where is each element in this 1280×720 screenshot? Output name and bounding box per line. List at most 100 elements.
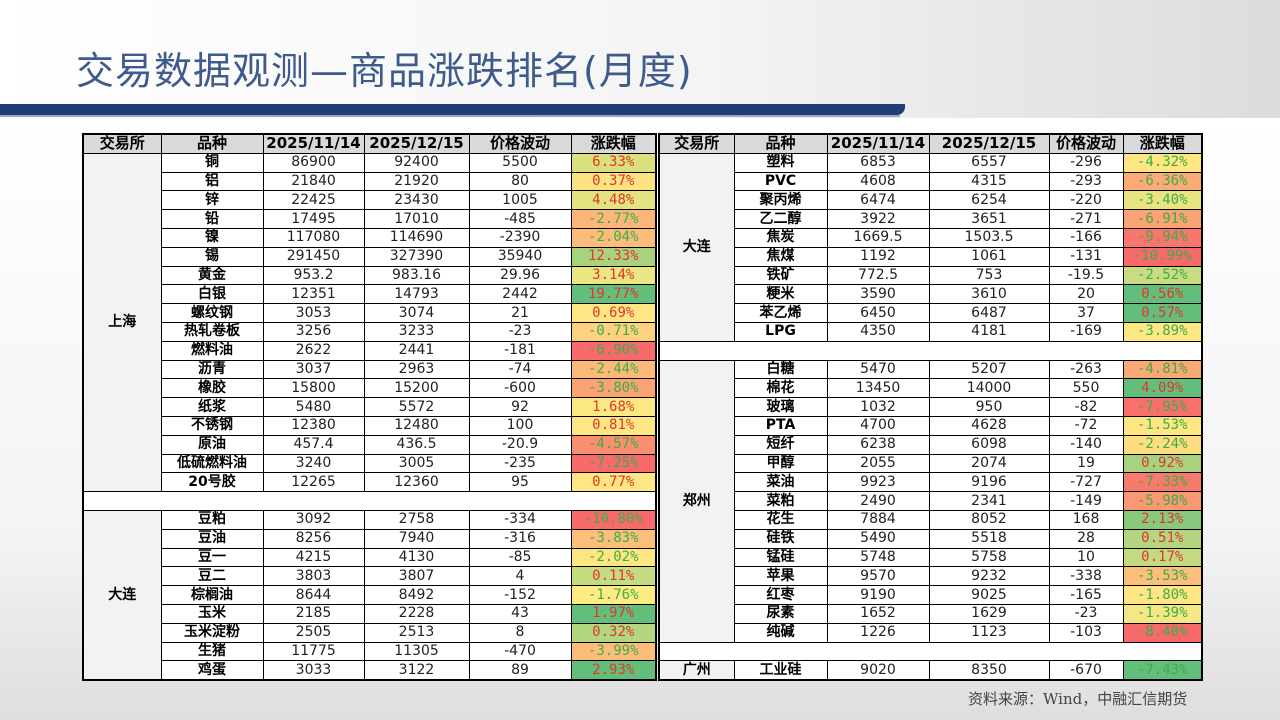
variety-cell: 燃料油 bbox=[160, 340, 264, 361]
variety-cell: 尿素 bbox=[733, 603, 828, 624]
variety-cell: 镍 bbox=[160, 227, 264, 248]
variety-cell: PTA bbox=[733, 415, 828, 436]
commodity-table-left: 交易所 品种 2025/11/14 2025/12/15 价格波动 涨跌幅 上海铜 86900… bbox=[82, 133, 657, 682]
change-pct-cell: -6.36% bbox=[1122, 171, 1203, 192]
price-start-cell: 3053 bbox=[262, 303, 365, 323]
price-change-cell: 20 bbox=[1048, 284, 1124, 305]
price-change-cell: 92 bbox=[468, 397, 572, 417]
change-pct-cell: 0.51% bbox=[1122, 528, 1203, 549]
header-change-pct: 涨跌幅 bbox=[570, 133, 657, 154]
change-pct-cell: -4.57% bbox=[570, 434, 657, 455]
variety-cell: 焦炭 bbox=[733, 227, 828, 248]
price-end-cell: 114690 bbox=[363, 227, 470, 248]
price-end-cell: 753 bbox=[928, 265, 1050, 286]
price-change-cell: -600 bbox=[468, 378, 572, 399]
variety-cell: 铅 bbox=[160, 209, 264, 229]
table-row: 原油 457.4 436.5 -20.9 -4.57% bbox=[83, 434, 657, 455]
source-note: 资料来源：Wind，中融汇信期货 bbox=[968, 690, 1188, 708]
variety-cell: 热轧卷板 bbox=[160, 321, 264, 342]
change-pct-cell: 0.56% bbox=[1122, 284, 1203, 305]
variety-cell: 红枣 bbox=[733, 585, 828, 605]
table-row: PVC 4608 4315 -293 -6.36% bbox=[659, 171, 1203, 192]
change-pct-cell: 12.33% bbox=[570, 246, 657, 267]
price-change-cell: -23 bbox=[1048, 603, 1124, 624]
price-end-cell: 4628 bbox=[928, 415, 1050, 436]
table-row: 焦煤 1192 1061 -131 -10.99% bbox=[659, 246, 1203, 267]
price-change-cell: -74 bbox=[468, 359, 572, 380]
table-row: 上海铜 86900 92400 5500 6.33% bbox=[82, 152, 657, 493]
price-end-cell: 5758 bbox=[928, 547, 1050, 568]
variety-cell: 甲醇 bbox=[733, 453, 828, 474]
change-pct-cell: -1.53% bbox=[1122, 415, 1203, 436]
price-end-cell: 5207 bbox=[928, 359, 1050, 380]
price-end-cell: 15200 bbox=[363, 378, 470, 399]
change-pct-cell: -4.81% bbox=[1122, 359, 1203, 380]
price-end-cell: 1629 bbox=[928, 603, 1050, 624]
header-price-change: 价格波动 bbox=[1048, 133, 1124, 154]
table-row: 镍 117080 114690 -2390 -2.04% bbox=[83, 227, 657, 248]
table-row: 20号胶 12265 12360 95 0.77% bbox=[83, 472, 657, 493]
table-row: 铝 21840 21920 80 0.37% bbox=[83, 171, 657, 192]
change-pct-cell: -1.76% bbox=[570, 585, 657, 605]
price-start-cell: 9190 bbox=[826, 585, 930, 605]
exchange-cell: 大连 bbox=[82, 509, 162, 681]
change-pct-cell: -0.71% bbox=[570, 321, 657, 342]
change-pct-cell: -3.83% bbox=[570, 528, 657, 549]
price-end-cell: 4315 bbox=[928, 171, 1050, 192]
change-pct-cell: 0.37% bbox=[570, 171, 657, 192]
change-pct-cell: 2.93% bbox=[570, 660, 657, 681]
price-start-cell: 4608 bbox=[826, 171, 930, 192]
table-row: PTA 4700 4628 -72 -1.53% bbox=[659, 415, 1203, 436]
price-start-cell: 5470 bbox=[826, 359, 930, 380]
price-start-cell: 12380 bbox=[262, 415, 365, 436]
change-pct-cell: -7.43% bbox=[1122, 660, 1203, 681]
variety-cell: 铁矿 bbox=[733, 265, 828, 286]
variety-cell: 豆油 bbox=[160, 528, 264, 549]
table-row: 生猪 11775 11305 -470 -3.99% bbox=[83, 641, 657, 662]
price-change-cell: -19.5 bbox=[1048, 265, 1124, 286]
change-pct-cell: 0.81% bbox=[570, 415, 657, 436]
price-start-cell: 1669.5 bbox=[826, 227, 930, 248]
header-price-end: 2025/12/15 bbox=[928, 133, 1050, 154]
price-end-cell: 17010 bbox=[363, 209, 470, 229]
price-end-cell: 14000 bbox=[928, 378, 1050, 399]
variety-cell: 纸浆 bbox=[160, 397, 264, 417]
table-row: 乙二醇 3922 3651 -271 -6.91% bbox=[659, 209, 1203, 229]
header-row: 交易所 品种 2025/11/14 2025/12/15 价格波动 涨跌幅 bbox=[658, 133, 1203, 154]
price-start-cell: 1192 bbox=[826, 246, 930, 267]
price-start-cell: 12265 bbox=[262, 472, 365, 493]
variety-cell: 苯乙烯 bbox=[733, 303, 828, 323]
price-start-cell: 3256 bbox=[262, 321, 365, 342]
variety-cell: 生猪 bbox=[160, 641, 264, 662]
price-end-cell: 3807 bbox=[363, 566, 470, 587]
change-pct-cell: -3.89% bbox=[1122, 321, 1203, 342]
variety-cell: 锡 bbox=[160, 246, 264, 267]
change-pct-cell: 0.11% bbox=[570, 566, 657, 587]
price-start-cell: 8644 bbox=[262, 585, 365, 605]
price-end-cell: 92400 bbox=[363, 152, 470, 173]
change-pct-cell: 0.77% bbox=[570, 472, 657, 493]
table-row: 不锈钢 12380 12480 100 0.81% bbox=[83, 415, 657, 436]
price-change-cell: -82 bbox=[1048, 397, 1124, 417]
price-change-cell: -152 bbox=[468, 585, 572, 605]
change-pct-cell: -6.90% bbox=[570, 340, 657, 361]
price-change-cell: 10 bbox=[1048, 547, 1124, 568]
change-pct-cell: -7.33% bbox=[1122, 472, 1203, 493]
table-row: 玉米淀粉 2505 2513 8 0.32% bbox=[83, 622, 657, 643]
price-end-cell: 3610 bbox=[928, 284, 1050, 305]
separator-cell bbox=[658, 641, 1203, 662]
price-end-cell: 9025 bbox=[928, 585, 1050, 605]
price-start-cell: 2185 bbox=[262, 603, 365, 624]
price-change-cell: -293 bbox=[1048, 171, 1124, 192]
price-end-cell: 436.5 bbox=[363, 434, 470, 455]
price-end-cell: 21920 bbox=[363, 171, 470, 192]
price-end-cell: 3233 bbox=[363, 321, 470, 342]
change-pct-cell: -2.77% bbox=[570, 209, 657, 229]
price-change-cell: -131 bbox=[1048, 246, 1124, 267]
table-row: 广州 工业硅 9020 8350 -670 -7.43% bbox=[658, 660, 1203, 681]
price-change-cell: 28 bbox=[1048, 528, 1124, 549]
variety-cell: 低硫燃料油 bbox=[160, 453, 264, 474]
price-end-cell: 6098 bbox=[928, 434, 1050, 455]
table-row: 热轧卷板 3256 3233 -23 -0.71% bbox=[83, 321, 657, 342]
variety-cell: 苹果 bbox=[733, 566, 828, 587]
